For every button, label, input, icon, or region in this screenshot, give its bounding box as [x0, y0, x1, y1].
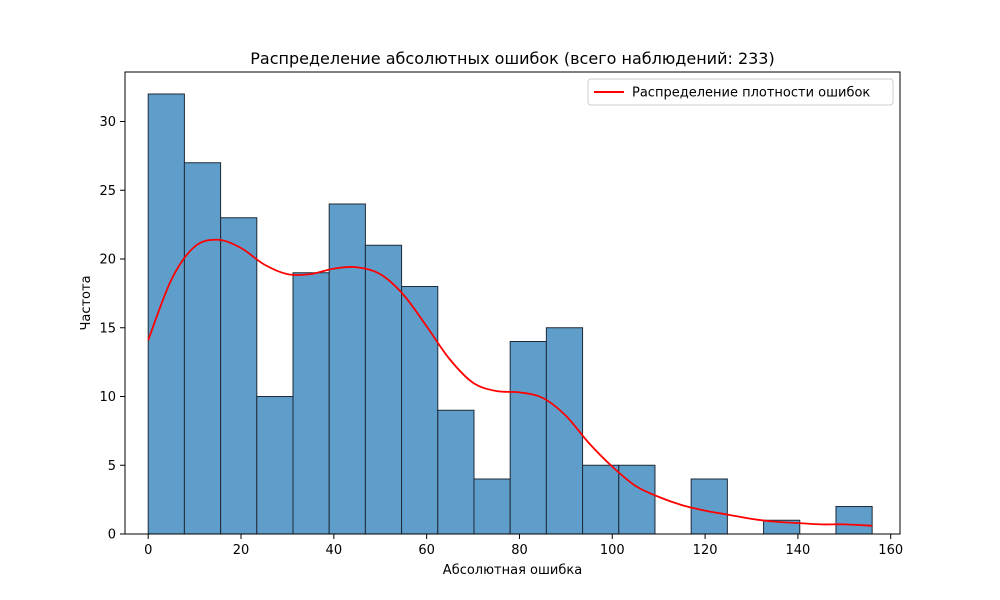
x-axis-ticks: 0 20 40 60 80 100 120 140 160 — [144, 534, 903, 558]
histogram-bar — [835, 506, 873, 535]
x-tick-label: 100 — [600, 543, 625, 558]
histogram-bar — [147, 93, 185, 535]
x-tick-label: 80 — [511, 543, 528, 558]
x-tick-label: 0 — [144, 543, 152, 558]
y-axis-ticks: 0 5 10 15 20 25 30 — [99, 115, 125, 543]
y-tick-label: 10 — [99, 390, 116, 405]
y-tick-label: 30 — [99, 115, 116, 130]
axes-frame — [124, 71, 901, 535]
x-tick-label: 40 — [326, 543, 343, 558]
chart-title: Распределение абсолютных ошибок (всего н… — [250, 49, 774, 68]
x-tick-label: 60 — [418, 543, 435, 558]
x-axis-label: Абсолютная ошибка — [443, 563, 582, 578]
legend-label: Распределение плотности ошибок — [632, 86, 870, 101]
y-tick-label: 0 — [108, 528, 116, 543]
histogram-bar — [220, 217, 258, 535]
histogram-bar — [582, 464, 620, 535]
x-tick-label: 20 — [233, 543, 250, 558]
legend-box — [587, 78, 894, 106]
histogram-bar — [545, 327, 584, 535]
x-tick-label: 120 — [693, 543, 718, 558]
x-tick-label: 140 — [785, 543, 810, 558]
density-curve-group — [147, 238, 873, 527]
x-tick-label: 160 — [878, 543, 903, 558]
histogram-bar — [364, 244, 403, 535]
histogram-bar — [401, 286, 439, 535]
y-tick-label: 25 — [99, 184, 116, 199]
density-curve-line — [147, 238, 873, 527]
histogram-bar — [509, 341, 547, 535]
histogram-bar — [437, 409, 475, 535]
histogram-bar — [256, 396, 294, 535]
histogram-bar — [618, 464, 656, 535]
y-tick-label: 20 — [99, 253, 116, 268]
histogram-bar — [292, 272, 330, 535]
bars-group — [147, 93, 873, 535]
histogram-bar — [473, 478, 511, 535]
y-tick-label: 15 — [99, 321, 116, 336]
y-axis-label: Частота — [79, 275, 94, 330]
histogram-bar — [183, 162, 222, 535]
histogram-bar — [690, 478, 728, 535]
y-tick-label: 5 — [108, 459, 116, 474]
legend: Распределение плотности ошибок — [587, 78, 894, 106]
histogram-bar — [328, 203, 366, 535]
